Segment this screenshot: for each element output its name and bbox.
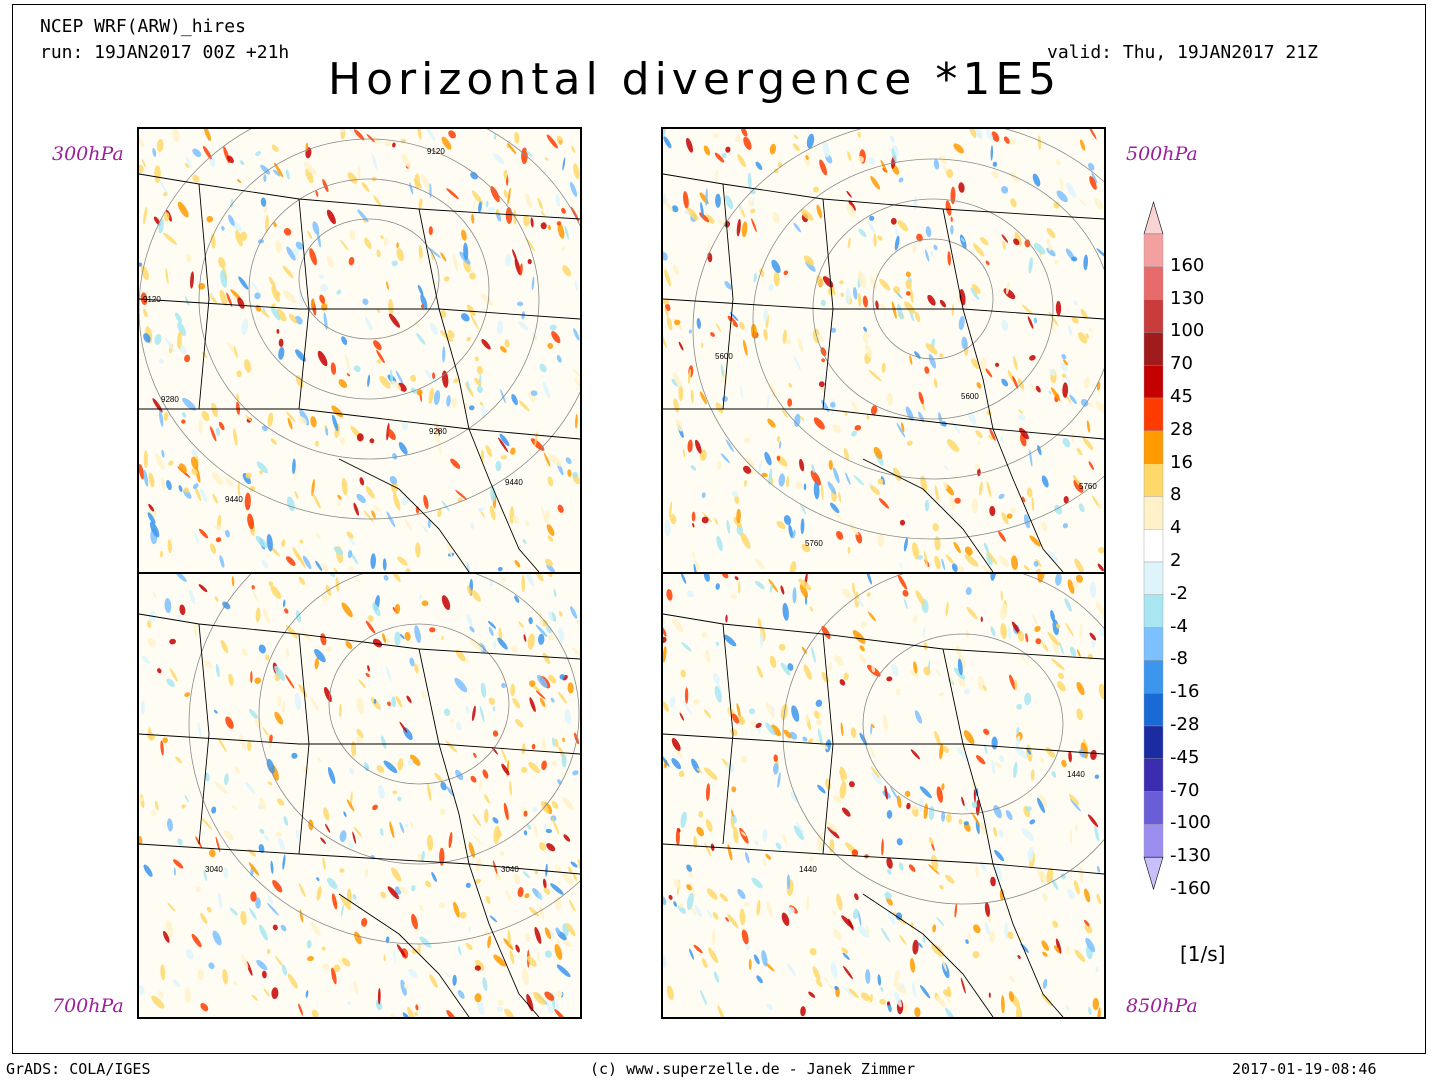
map-panel-700hpa: 3040 3040 bbox=[137, 572, 582, 1019]
map-700hpa-canvas: 3040 3040 bbox=[139, 574, 580, 1017]
contour-labels: 1440 1440 bbox=[799, 770, 1085, 874]
contour-label: 1440 bbox=[799, 865, 817, 874]
colorbar-box bbox=[1143, 463, 1164, 497]
colorbar-tick-label: 130 bbox=[1170, 287, 1205, 309]
colorbar-box bbox=[1143, 660, 1164, 694]
colorbar-tick-label: 70 bbox=[1170, 353, 1193, 375]
colorbar-tick-label: 2 bbox=[1170, 550, 1182, 571]
contour-label: 9280 bbox=[161, 395, 179, 404]
run-time: run: 19JAN2017 00Z +21h bbox=[40, 42, 290, 63]
colorbar-tick-label: 4 bbox=[1170, 517, 1182, 539]
colorbar-top-arrow bbox=[1143, 200, 1164, 235]
colorbar-box bbox=[1143, 693, 1164, 727]
colorbar-tick-label: 100 bbox=[1170, 320, 1205, 342]
colorbar-box bbox=[1143, 496, 1164, 530]
level-label-850: 850hPa bbox=[1126, 995, 1198, 1017]
colorbar-tick-label: 8 bbox=[1170, 484, 1182, 506]
model-name: NCEP WRF(ARW)_hires bbox=[40, 16, 246, 37]
colorbar-tick-label: -45 bbox=[1170, 746, 1200, 768]
colorbar-tick-label: 28 bbox=[1170, 418, 1193, 440]
contour-labels: 5600 5600 5760 5760 bbox=[715, 352, 1097, 548]
valid-time: valid: Thu, 19JAN2017 21Z bbox=[1047, 42, 1318, 63]
colorbar-box bbox=[1143, 594, 1164, 628]
contour-label: 9440 bbox=[225, 495, 243, 504]
colorbar-box bbox=[1143, 627, 1164, 661]
colorbar-tick-label: -160 bbox=[1170, 878, 1211, 899]
level-label-300: 300hPa bbox=[52, 143, 124, 165]
contour-label: 1440 bbox=[1067, 770, 1085, 779]
colorbar-box bbox=[1143, 824, 1164, 858]
colorbar-box bbox=[1143, 529, 1164, 563]
level-label-700: 700hPa bbox=[52, 995, 124, 1017]
colorbar-tick-label: 45 bbox=[1170, 386, 1193, 407]
footer-copyright: (c) www.superzelle.de - Janek Zimmer bbox=[590, 1060, 916, 1078]
colorbar-tick-label: 16 bbox=[1170, 451, 1193, 473]
colorbar-tick-label: -8 bbox=[1170, 648, 1188, 670]
map-panel-850hpa: 1440 1440 bbox=[661, 572, 1106, 1019]
colorbar-box bbox=[1143, 758, 1164, 792]
colorbar-box bbox=[1143, 561, 1164, 595]
level-label-500: 500hPa bbox=[1126, 143, 1198, 165]
map-500hpa-canvas: 5600 5600 5760 5760 bbox=[663, 129, 1104, 572]
colorbar-tick-label: -100 bbox=[1170, 812, 1211, 834]
footer-software: GrADS: COLA/IGES bbox=[6, 1060, 151, 1078]
map-850hpa-canvas: 1440 1440 bbox=[663, 574, 1104, 1017]
colorbar-box bbox=[1143, 266, 1164, 300]
footer-timestamp: 2017-01-19-08:46 bbox=[1232, 1060, 1377, 1078]
contour-label: 9120 bbox=[427, 147, 445, 156]
contour-label: 5600 bbox=[715, 352, 733, 361]
colorbar-tick-label: -4 bbox=[1170, 615, 1188, 637]
contour-label: 9120 bbox=[143, 295, 161, 304]
contour-label: 5760 bbox=[1079, 482, 1097, 491]
contour-label: 5600 bbox=[961, 392, 979, 401]
colorbar-tick-label: 160 bbox=[1170, 254, 1205, 276]
contour-label: 3040 bbox=[501, 865, 519, 874]
colorbar-tick-label: -130 bbox=[1170, 845, 1211, 867]
colorbar-tick-label: -2 bbox=[1170, 582, 1188, 604]
plot-title: Horizontal divergence *1E5 bbox=[328, 54, 1062, 105]
map-300hpa-canvas: 9120 9120 9280 9280 9440 9440 bbox=[139, 129, 580, 572]
plot-frame bbox=[12, 4, 1426, 1054]
units-label: [1/s] bbox=[1180, 942, 1226, 966]
contour-labels: 3040 3040 bbox=[205, 865, 519, 874]
contour-label: 3040 bbox=[205, 865, 223, 874]
contour-label: 9440 bbox=[505, 478, 523, 487]
colorbar-box bbox=[1143, 299, 1164, 333]
colorbar-box bbox=[1143, 725, 1164, 759]
contour-label: 5760 bbox=[805, 539, 823, 548]
colorbar-box bbox=[1143, 364, 1164, 399]
contour-labels: 9120 9120 9280 9280 9440 9440 bbox=[143, 147, 523, 504]
colorbar bbox=[1143, 200, 1164, 891]
colorbar-box bbox=[1143, 791, 1164, 825]
contour-label: 9280 bbox=[429, 427, 447, 436]
map-panel-300hpa: 9120 9120 9280 9280 9440 9440 bbox=[137, 127, 582, 574]
colorbar-bottom-arrow bbox=[1143, 856, 1164, 891]
colorbar-tick-label: -16 bbox=[1170, 681, 1200, 703]
colorbar-tick-label: -28 bbox=[1170, 714, 1200, 735]
colorbar-box bbox=[1143, 332, 1164, 366]
colorbar-tick-label: -70 bbox=[1170, 779, 1200, 801]
colorbar-box bbox=[1143, 397, 1164, 431]
map-panel-500hpa: 5600 5600 5760 5760 bbox=[661, 127, 1106, 574]
colorbar-box bbox=[1143, 233, 1164, 267]
colorbar-box bbox=[1143, 430, 1164, 464]
